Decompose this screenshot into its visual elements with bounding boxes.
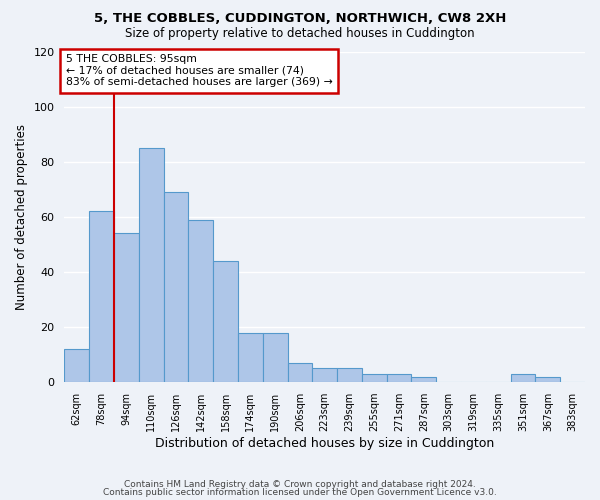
Bar	[213, 261, 238, 382]
Bar	[114, 234, 139, 382]
Bar	[511, 374, 535, 382]
Bar	[337, 368, 362, 382]
Bar	[164, 192, 188, 382]
Text: 5 THE COBBLES: 95sqm
← 17% of detached houses are smaller (74)
83% of semi-detac: 5 THE COBBLES: 95sqm ← 17% of detached h…	[65, 54, 332, 88]
Text: Contains HM Land Registry data © Crown copyright and database right 2024.: Contains HM Land Registry data © Crown c…	[124, 480, 476, 489]
Text: Size of property relative to detached houses in Cuddington: Size of property relative to detached ho…	[125, 28, 475, 40]
Bar	[313, 368, 337, 382]
X-axis label: Distribution of detached houses by size in Cuddington: Distribution of detached houses by size …	[155, 437, 494, 450]
Text: Contains public sector information licensed under the Open Government Licence v3: Contains public sector information licen…	[103, 488, 497, 497]
Bar	[139, 148, 164, 382]
Bar	[287, 363, 313, 382]
Bar	[263, 332, 287, 382]
Bar	[64, 349, 89, 382]
Bar	[412, 376, 436, 382]
Y-axis label: Number of detached properties: Number of detached properties	[15, 124, 28, 310]
Bar	[386, 374, 412, 382]
Bar	[535, 376, 560, 382]
Text: 5, THE COBBLES, CUDDINGTON, NORTHWICH, CW8 2XH: 5, THE COBBLES, CUDDINGTON, NORTHWICH, C…	[94, 12, 506, 26]
Bar	[238, 332, 263, 382]
Bar	[188, 220, 213, 382]
Bar	[89, 212, 114, 382]
Bar	[362, 374, 386, 382]
